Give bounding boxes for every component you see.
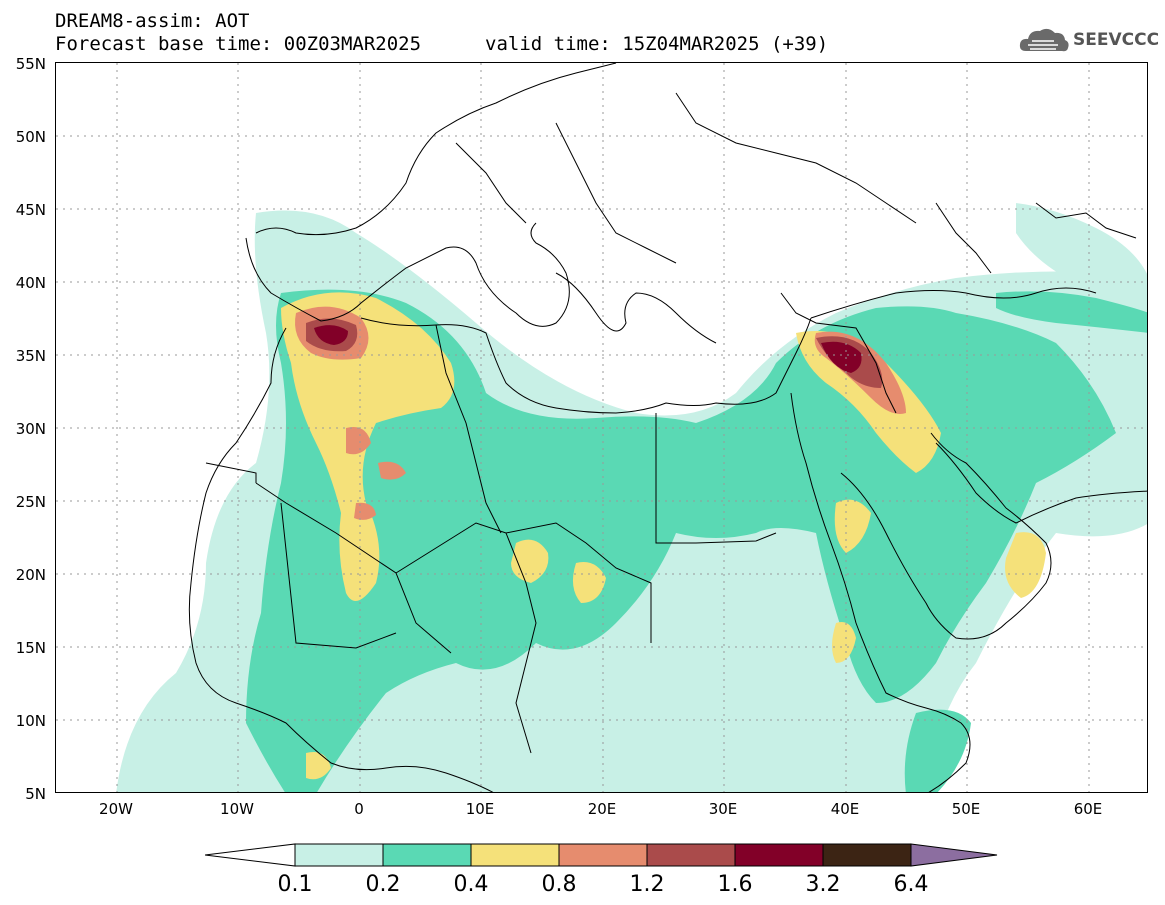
y-tick-label: 15N	[15, 639, 46, 657]
colorbar-bin	[470, 843, 560, 867]
colorbar-label: 0.2	[365, 872, 401, 897]
x-tick-label: 40E	[830, 800, 860, 818]
colorbar-label: 0.4	[453, 872, 489, 897]
aot-contour-1.6	[314, 325, 862, 373]
y-tick-label: 5N	[25, 785, 46, 803]
aot-contour-0.4	[281, 292, 1046, 780]
colorbar-label: 0.1	[277, 872, 313, 897]
y-tick-label: 35N	[15, 347, 46, 365]
colorbar-over-triangle	[910, 843, 998, 867]
colorbar-label: 3.2	[805, 872, 841, 897]
y-tick-label: 50N	[15, 128, 46, 146]
y-tick-label: 30N	[15, 420, 46, 438]
x-tick-label: 50E	[951, 800, 981, 818]
x-tick-label: 20W	[99, 800, 133, 818]
colorbar-label: 1.6	[717, 872, 753, 897]
colorbar-bin	[822, 843, 912, 867]
colorbar-bin	[294, 843, 384, 867]
x-tick-label: 60E	[1073, 800, 1103, 818]
map-panel	[55, 62, 1148, 793]
y-tick-label: 40N	[15, 274, 46, 292]
colorbar	[205, 843, 998, 867]
y-tick-label: 55N	[15, 55, 46, 73]
colorbar-label: 0.8	[541, 872, 577, 897]
aot-map	[56, 63, 1147, 792]
colorbar-bin	[734, 843, 824, 867]
y-tick-label: 20N	[15, 566, 46, 584]
x-tick-label: 30E	[708, 800, 738, 818]
colorbar-label: 6.4	[893, 872, 929, 897]
seevccc-logo: SEEVCCC	[1018, 24, 1159, 56]
colorbar-under-triangle	[205, 843, 296, 867]
chart-title: DREAM8-assim: AOT	[55, 10, 250, 32]
colorbar-bin	[646, 843, 736, 867]
x-tick-label: 0	[354, 800, 364, 818]
graticule	[56, 63, 1147, 792]
colorbar-bin	[558, 843, 648, 867]
x-tick-label: 10W	[220, 800, 254, 818]
colorbar-bin	[382, 843, 472, 867]
coastlines	[188, 63, 1147, 792]
x-tick-label: 20E	[587, 800, 617, 818]
y-tick-label: 25N	[15, 493, 46, 511]
cloud-icon	[1019, 28, 1069, 52]
y-tick-label: 45N	[15, 201, 46, 219]
logo-text: SEEVCCC	[1073, 30, 1160, 50]
forecast-base-time: Forecast base time: 00Z03MAR2025	[55, 33, 422, 55]
colorbar-label: 1.2	[629, 872, 665, 897]
valid-time: valid time: 15Z04MAR2025 (+39)	[485, 33, 829, 55]
y-tick-label: 10N	[15, 712, 46, 730]
x-tick-label: 10E	[465, 800, 495, 818]
